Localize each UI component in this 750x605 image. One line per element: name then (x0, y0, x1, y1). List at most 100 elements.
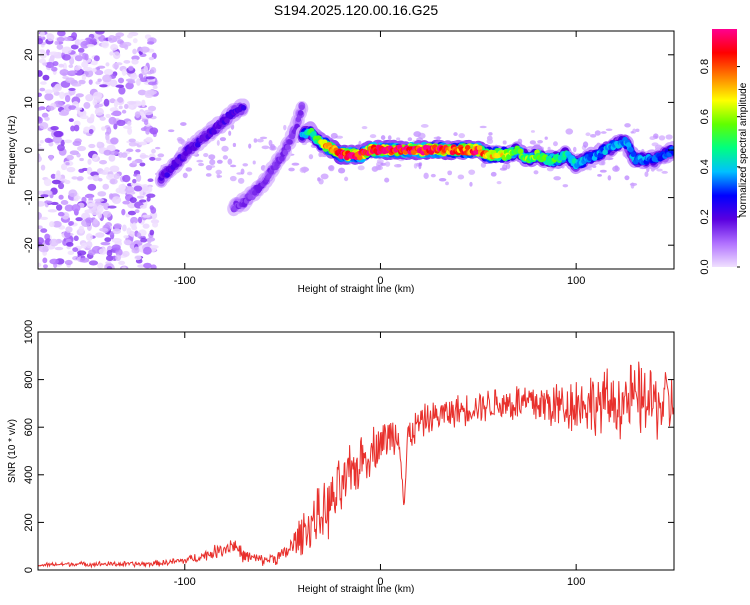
noise-speckle (121, 109, 127, 114)
noise-speckle (64, 139, 73, 144)
noise-speckle (66, 154, 74, 161)
noise-speckle (68, 189, 78, 197)
noise-speckle (136, 195, 145, 199)
noise-speckle (71, 204, 81, 212)
noise-speckle (42, 190, 53, 196)
faint-speckle (256, 138, 264, 143)
noise-speckle (85, 217, 94, 224)
noise-speckle (113, 223, 122, 229)
noise-speckle (65, 77, 75, 84)
noise-speckle (90, 113, 95, 122)
noise-speckle (135, 148, 141, 153)
noise-speckle (99, 227, 109, 232)
noise-speckle (94, 103, 104, 108)
noise-speckle (63, 36, 74, 42)
noise-speckle (147, 81, 158, 86)
noise-speckle (70, 44, 79, 50)
faint-speckle (384, 177, 390, 183)
noise-speckle (95, 232, 105, 238)
faint-speckle (600, 131, 607, 134)
noise-speckle (75, 217, 83, 222)
noise-speckle (44, 89, 53, 94)
colorbar-tick-label: 0.0 (699, 259, 711, 274)
noise-speckle (38, 70, 43, 77)
noise-speckle (127, 104, 135, 109)
snr-x-tick-label: 0 (377, 576, 383, 588)
faint-speckle (486, 138, 494, 145)
spectrogram-x-axis-label: Height of straight line (km) (298, 284, 415, 295)
noise-speckle (132, 48, 137, 55)
noise-speckle (103, 202, 110, 211)
noise-speckle (80, 242, 88, 249)
noise-speckle (45, 49, 51, 56)
faint-speckle (447, 170, 453, 176)
snr-y-tick-label: 1000 (23, 320, 35, 344)
faint-speckle (553, 176, 561, 181)
noise-speckle (40, 164, 46, 171)
noise-speckle (103, 149, 112, 156)
spectrogram-x-tick-label: 100 (567, 275, 585, 287)
noise-speckle (110, 112, 119, 116)
noise-speckle (130, 216, 139, 225)
colorbar-tick-label: 0.2 (699, 209, 711, 224)
faint-speckle (157, 153, 165, 158)
noise-speckle (143, 109, 153, 116)
noise-speckle (109, 178, 118, 185)
faint-speckle (502, 164, 508, 170)
ridge-2-mark (311, 130, 317, 137)
noise-speckle (39, 139, 44, 144)
noise-speckle (123, 60, 131, 64)
noise-speckle (43, 200, 53, 204)
noise-speckle (108, 193, 114, 200)
noise-speckle (129, 197, 137, 204)
noise-speckle (64, 95, 71, 103)
noise-speckle (38, 38, 43, 45)
noise-speckle (75, 93, 84, 98)
faint-speckle (572, 146, 577, 153)
noise-speckle (73, 124, 80, 132)
faint-speckle (413, 163, 418, 169)
noise-speckle (85, 209, 92, 214)
snr-y-tick-label: 0 (23, 567, 35, 573)
noise-speckle (58, 194, 64, 200)
noise-speckle (87, 158, 92, 165)
noise-speckle (152, 221, 159, 228)
noise-speckle (128, 65, 134, 71)
noise-speckle (125, 82, 134, 90)
noise-speckle (77, 47, 85, 53)
faint-speckle (547, 146, 551, 151)
noise-speckle (73, 235, 79, 242)
noise-speckle (79, 257, 90, 263)
faint-speckle (445, 181, 449, 186)
noise-speckle (49, 258, 59, 265)
noise-speckle (103, 68, 114, 76)
noise-speckle (96, 141, 102, 147)
noise-speckle (132, 38, 138, 44)
snr-y-axis-label: SNR (10 * v/v) (7, 419, 18, 483)
noise-speckle (147, 89, 157, 95)
noise-speckle (55, 204, 63, 211)
faint-speckle (457, 174, 465, 180)
noise-speckle (85, 233, 93, 242)
noise-speckle (42, 62, 47, 66)
snr-plot-area (38, 332, 674, 570)
noise-speckle (117, 97, 124, 103)
faint-speckle (433, 136, 442, 140)
noise-speckle (121, 208, 126, 216)
faint-speckle (387, 135, 392, 141)
noise-speckle (99, 159, 108, 165)
faint-speckle (630, 182, 635, 189)
faint-speckle (658, 135, 666, 141)
noise-speckle (146, 71, 153, 75)
noise-speckle (133, 246, 140, 254)
ridge-0-mark (224, 117, 230, 124)
snr-y-tick-label: 800 (23, 370, 35, 388)
noise-speckle (113, 173, 120, 180)
noise-speckle (113, 100, 119, 108)
noise-speckle (87, 183, 97, 191)
faint-speckle (320, 173, 329, 180)
noise-speckle (69, 150, 80, 156)
noise-speckle (107, 35, 117, 43)
noise-speckle (121, 69, 127, 76)
noise-speckle (38, 225, 43, 230)
